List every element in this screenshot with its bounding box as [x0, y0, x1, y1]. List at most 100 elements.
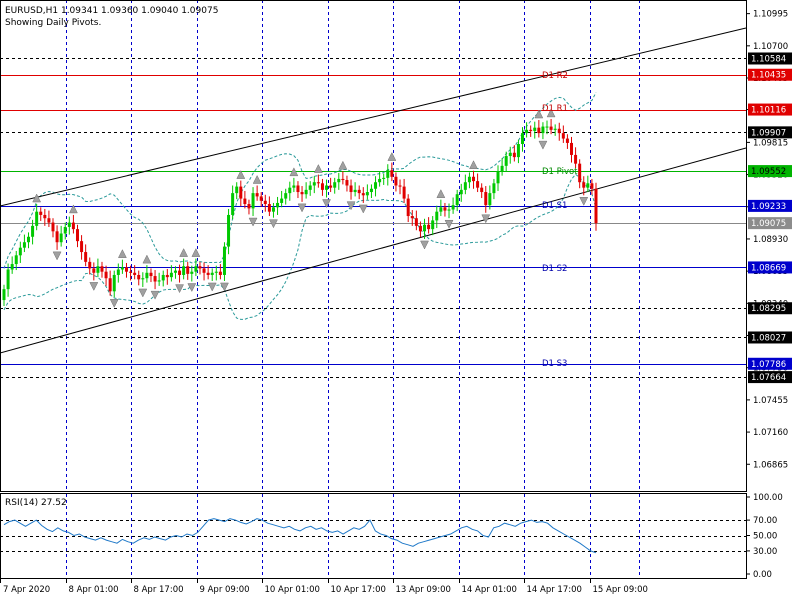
candle-body: [137, 274, 141, 280]
fractal-up-icon: [179, 248, 189, 257]
candle-body: [439, 207, 443, 212]
candle-body: [504, 156, 508, 166]
candle-body: [296, 185, 300, 193]
time-tick-label: 7 Apr 2020: [3, 585, 50, 595]
fractal-down-icon: [175, 284, 184, 294]
candle-body: [67, 222, 71, 227]
candle-body: [496, 171, 500, 184]
price-box-label: 1.10584: [751, 54, 786, 64]
candle-body: [398, 185, 402, 187]
price-box: [748, 68, 792, 81]
candle-body: [369, 188, 373, 193]
candle-body: [18, 247, 22, 256]
candle-body: [173, 270, 177, 273]
fractal-down-icon: [269, 219, 278, 229]
candle-body: [443, 207, 447, 211]
candle-body: [472, 176, 476, 182]
candle-body: [337, 178, 341, 183]
price-box: [748, 199, 792, 212]
candle-body: [508, 152, 512, 157]
price-box-label: 1.09233: [751, 202, 786, 212]
candle-body: [541, 126, 545, 134]
rsi-tick-label: 50.00: [753, 532, 777, 542]
candle-body: [31, 225, 35, 237]
fractal-down-icon: [579, 197, 589, 206]
candle-body: [186, 266, 190, 274]
price-box: [748, 331, 792, 344]
fractal-up-icon: [32, 193, 42, 203]
rsi-tick-label: 0.00: [753, 570, 772, 580]
price-tick-label: 1.10700: [753, 42, 788, 52]
candle-body: [410, 216, 414, 219]
candle-body: [88, 261, 92, 269]
candle-body: [259, 196, 263, 201]
candle-body: [263, 200, 267, 205]
candle-body: [84, 252, 88, 262]
fractal-down-icon: [358, 204, 368, 214]
upper-band: [3, 92, 597, 269]
time-tick-label: 15 Apr 09:00: [593, 585, 648, 595]
fractal-up-icon: [546, 108, 556, 118]
fractal-down-icon: [420, 240, 429, 250]
candle-body: [316, 182, 320, 184]
candle-body: [267, 204, 271, 212]
price-box-label: 1.07786: [751, 360, 786, 370]
rsi-axis: 100.00 70.00 50.00 30.00 0.00: [746, 493, 783, 580]
candle-body: [357, 189, 361, 194]
candle-body: [284, 193, 288, 199]
candle-body: [500, 165, 504, 172]
fractal-down-icon: [220, 282, 229, 292]
time-tick-label: 14 Apr 01:00: [462, 585, 517, 595]
candle-body: [459, 189, 463, 195]
candle-body: [149, 272, 153, 277]
candle-body: [243, 198, 247, 205]
time-axis: 7 Apr 2020 8 Apr 01:00 8 Apr 17:00 9 Apr 09…: [0, 578, 648, 595]
candle-body: [378, 178, 382, 183]
time-tick-label: 8 Apr 17:00: [134, 585, 184, 595]
candle-body: [198, 266, 202, 269]
candle-body: [35, 211, 39, 226]
candle-body: [455, 194, 459, 206]
fractal-down-icon: [207, 282, 217, 292]
candle-body: [239, 186, 243, 199]
candle-body: [341, 178, 345, 181]
time-tick-label: 9 Apr 09:00: [200, 585, 250, 595]
price-tick-label: 1.09815: [753, 138, 788, 148]
candle-body: [235, 186, 239, 194]
rsi-tick-label: 30.00: [753, 547, 777, 557]
price-box-label: 1.10116: [751, 106, 786, 116]
price-box-label: 1.08027: [751, 333, 786, 343]
candle-body: [182, 266, 186, 275]
fractal-down-icon: [444, 219, 454, 229]
price-tick-label: 1.06865: [753, 460, 788, 470]
horizontal-grid: [0, 58, 746, 378]
candle-body: [276, 202, 280, 208]
price-tick-label: 1.07160: [753, 428, 788, 438]
candle-body: [26, 236, 30, 243]
price-box: [748, 103, 792, 116]
rsi-line: [3, 518, 597, 554]
candle-body: [104, 271, 108, 279]
fractal-down-icon: [138, 288, 148, 298]
price-tick-label: 1.08930: [753, 235, 788, 245]
fractal-up-icon: [289, 167, 299, 177]
candle-body: [124, 267, 128, 272]
rsi-levels: [0, 520, 746, 552]
fractal-up-icon: [117, 249, 127, 258]
fractal-down-icon: [109, 299, 119, 308]
channel-upper-line: [0, 27, 747, 207]
candle-body: [451, 205, 455, 210]
candle-body: [390, 170, 394, 177]
candle-body: [153, 276, 157, 282]
candle-body: [169, 272, 173, 278]
candle-body: [10, 264, 14, 270]
candle-body: [227, 214, 231, 247]
candle-body: [406, 198, 410, 217]
candle-body: [308, 185, 312, 190]
price-box-label: 1.09552: [751, 167, 786, 177]
price-box: [748, 371, 792, 384]
candle-body: [71, 222, 75, 230]
fractal-down-icon: [52, 251, 62, 261]
fractal-down-icon: [538, 140, 548, 150]
